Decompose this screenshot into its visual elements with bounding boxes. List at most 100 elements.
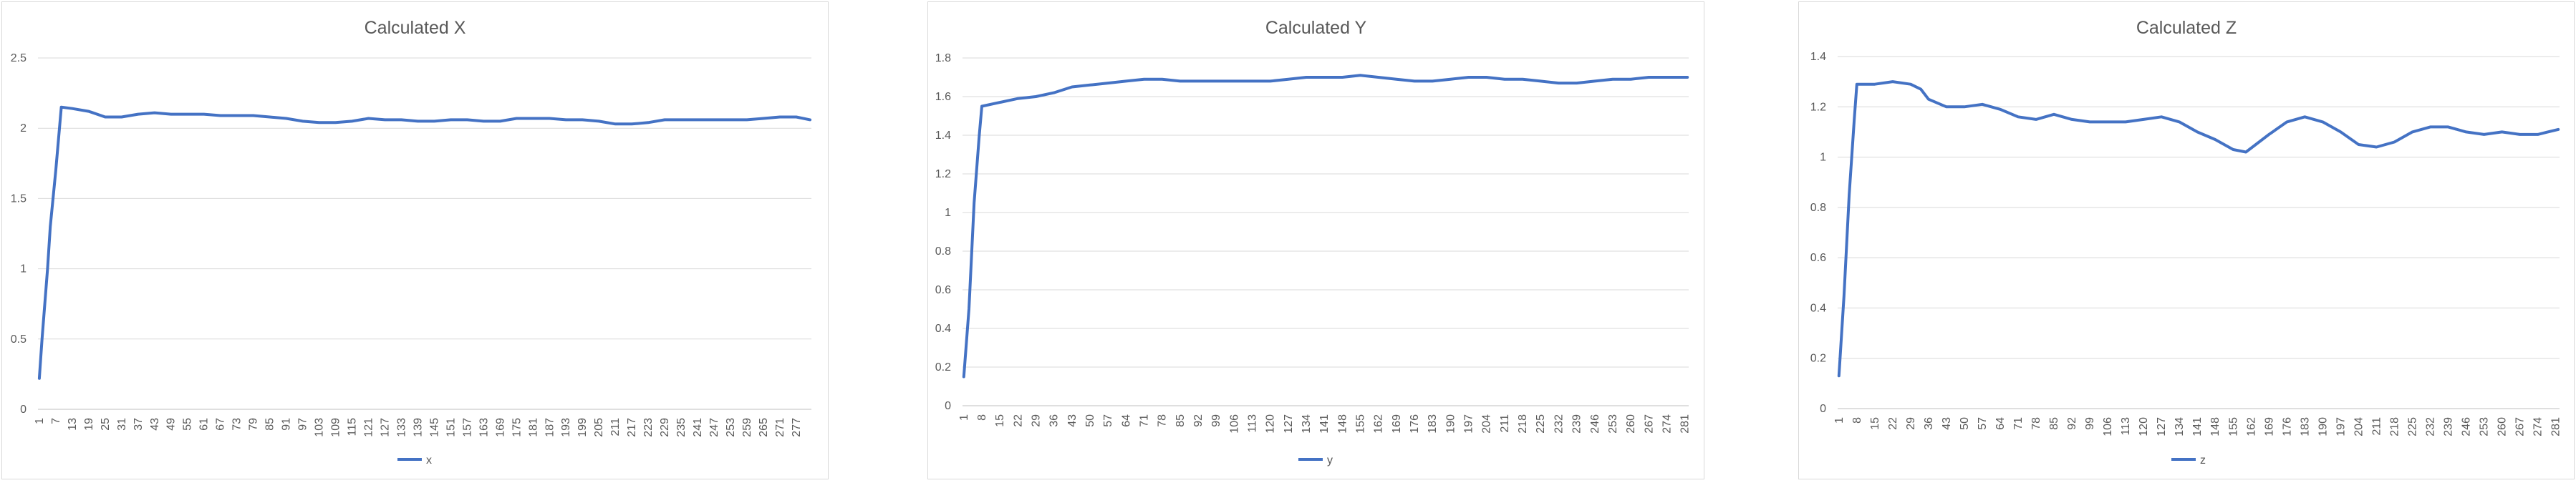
x-tick-label: 148	[1336, 414, 1349, 434]
x-tick-label: 232	[1553, 414, 1565, 434]
x-tick-label: 121	[362, 418, 375, 437]
x-tick-label: 235	[675, 418, 688, 437]
x-tick-label: 218	[1517, 414, 1529, 434]
x-tick-label: 55	[182, 418, 194, 431]
chart-calculated-z: Calculated Z 0 0.2 0.4 0.6 0.8 1 1.2 1.4 1 8 15 22 2…	[1798, 1, 2575, 479]
y-tick-label: 0.8	[935, 245, 951, 258]
x-tick-label: 163	[478, 418, 490, 437]
chart-svg-y: Calculated Y 0 0.2 0.4 0.6 0.8 1 1.2 1.4 1.6 1.8 1…	[935, 18, 1692, 467]
y-tick-label: 0.2	[1810, 353, 1826, 365]
x-tick-label: 7	[50, 418, 62, 424]
x-tick-label: 239	[1571, 414, 1583, 434]
x-tick-label: 85	[2048, 417, 2060, 430]
x-tick-label: 115	[347, 418, 359, 436]
x-tick-label: 57	[1102, 414, 1114, 427]
x-tick-label: 271	[774, 418, 786, 437]
x-tick-label: 8	[1851, 417, 1863, 424]
x-tick-label: 190	[2317, 417, 2329, 436]
y-tick-label: 1.2	[1810, 101, 1826, 113]
legend-label: x	[426, 454, 432, 467]
x-tick-label: 31	[116, 418, 128, 431]
y-tick-label: 1.5	[11, 192, 26, 205]
x-tick-label: 246	[2461, 417, 2473, 436]
x-tick-label: 71	[1139, 414, 1151, 427]
x-tick-label: 211	[2370, 417, 2383, 436]
x-tick-label: 281	[2550, 417, 2562, 436]
x-tick-label: 175	[511, 418, 523, 437]
x-tick-label: 103	[314, 418, 326, 437]
x-tick-label: 78	[1157, 414, 1169, 427]
x-tick-label: 247	[708, 418, 720, 437]
x-tick-label: 97	[297, 418, 309, 431]
x-tick-label: 260	[1625, 414, 1637, 434]
x-tick-label: 225	[2406, 417, 2418, 436]
y-tick-label: 1.8	[935, 52, 951, 64]
y-tick-label: 2.5	[11, 52, 26, 64]
x-tick-label: 190	[1444, 414, 1457, 434]
x-tick-label: 36	[1048, 414, 1061, 427]
x-tick-label: 64	[1994, 417, 2007, 430]
x-tick-label: 241	[692, 418, 704, 437]
x-tick-label: 197	[2335, 417, 2347, 436]
x-tick-label: 253	[725, 418, 737, 437]
x-tick-label: 43	[1066, 414, 1079, 427]
x-tick-label: 162	[2245, 417, 2257, 436]
x-tick-label: 92	[1192, 414, 1205, 427]
x-tick-label: 217	[626, 418, 638, 437]
x-tick-label: 43	[149, 418, 161, 431]
x-tick-label: 205	[593, 418, 605, 437]
x-tick-label: 8	[976, 414, 988, 421]
x-tick-label: 281	[1679, 414, 1692, 434]
y-tick-label: 1	[1820, 152, 1826, 164]
x-tick-label: 120	[2138, 417, 2150, 436]
x-tick-label: 106	[2102, 417, 2114, 436]
x-tick-label: 232	[2424, 417, 2436, 436]
x-tick-label: 127	[379, 418, 391, 437]
x-tick-label: 274	[2532, 417, 2544, 436]
x-tick-label: 1	[1833, 417, 1846, 424]
x-tick-label: 169	[2263, 417, 2275, 436]
x-tick-label: 253	[2479, 417, 2491, 436]
x-tick-label: 183	[2299, 417, 2311, 436]
x-tick-label: 204	[2353, 417, 2365, 436]
x-tick-label: 187	[544, 418, 556, 437]
y-tick-label: 0.5	[11, 333, 26, 346]
x-tick-label: 15	[1869, 417, 1881, 430]
x-tick-label: 267	[1643, 414, 1655, 434]
x-tick-label: 229	[659, 418, 671, 437]
x-tick-label: 50	[1084, 414, 1096, 427]
x-tick-label: 109	[330, 418, 342, 437]
x-tick-label: 19	[83, 418, 95, 431]
x-tick-label: 22	[1887, 417, 1899, 430]
x-tick-label: 120	[1265, 414, 1277, 434]
x-tick-label: 253	[1607, 414, 1619, 434]
x-tick-label: 259	[741, 418, 753, 437]
x-tick-label: 99	[1210, 414, 1222, 427]
x-tick-label: 61	[198, 418, 211, 431]
x-tick-label: 260	[2497, 417, 2509, 436]
x-tick-label: 133	[395, 418, 407, 437]
chart-calculated-y: Calculated Y 0 0.2 0.4 0.6 0.8 1 1.2 1.4 1.6 1.8 1…	[927, 1, 1704, 479]
x-tick-label: 78	[2030, 417, 2042, 430]
x-tick-label: 218	[2388, 417, 2401, 436]
x-tick-label: 15	[994, 414, 1006, 427]
y-tick-label: 0.4	[935, 323, 951, 335]
x-tick-label: 57	[1977, 417, 1989, 430]
x-tick-label: 211	[1499, 414, 1511, 433]
x-tick-label: 71	[2012, 417, 2025, 430]
x-tick-label: 106	[1228, 414, 1240, 434]
x-tick-label: 277	[791, 418, 803, 437]
y-tick-label: 1.4	[935, 130, 951, 142]
chart-title: Calculated Y	[1265, 18, 1367, 38]
y-tick-label: 0	[1820, 403, 1826, 415]
x-tick-label: 64	[1120, 414, 1132, 427]
chart-svg-z: Calculated Z 00.20.40.60.811.21.41 8 15 22 2…	[1810, 18, 2562, 467]
y-tick-label: 1.4	[1810, 51, 1826, 63]
x-tick-label: 176	[2281, 417, 2293, 436]
x-tick-label: 265	[758, 418, 770, 437]
y-tick-label: 1	[945, 207, 951, 219]
series-line-x	[37, 105, 812, 380]
y-tick-label: 2	[20, 122, 26, 135]
x-tick-label: 43	[1941, 417, 1953, 430]
x-tick-label: 79	[248, 418, 260, 431]
